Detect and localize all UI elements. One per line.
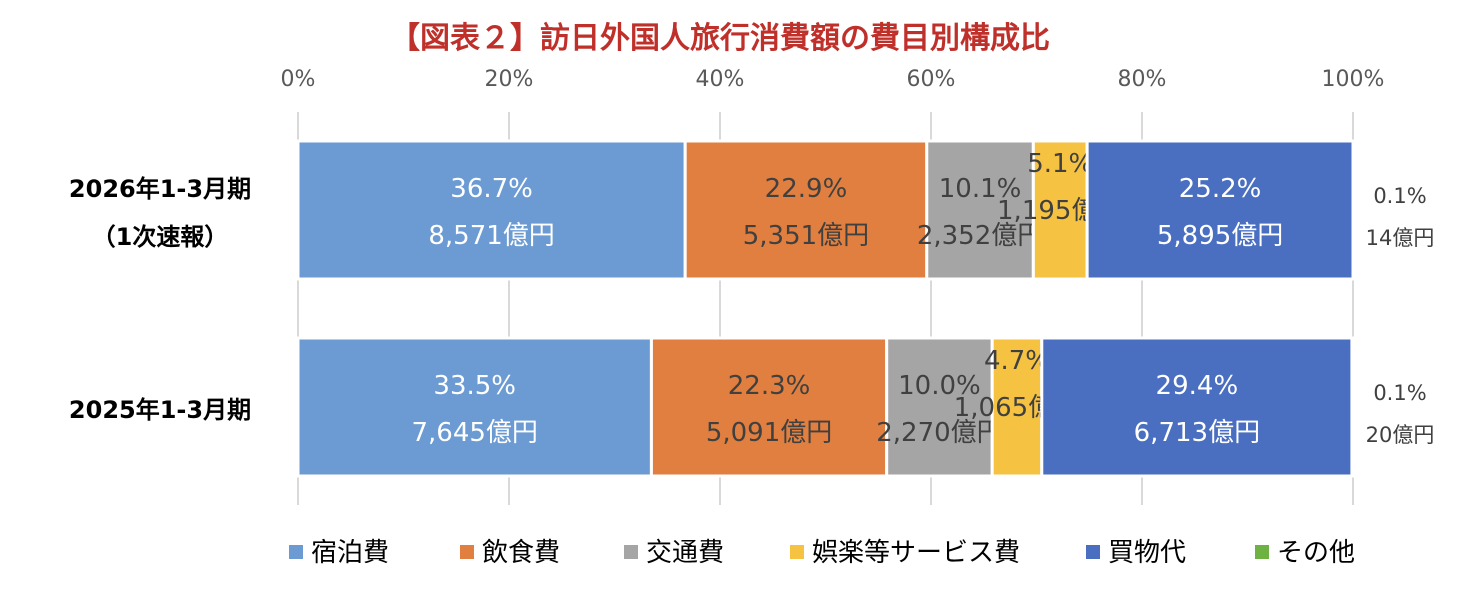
data-label-amount: 20億円 (1366, 423, 1435, 447)
data-label-percent: 4.7% (984, 346, 1050, 376)
category-label-sub: （1次速報） (92, 223, 229, 251)
legend-label: その他 (1277, 538, 1355, 568)
data-label-percent: 0.1% (1373, 381, 1426, 405)
data-label-amount: 8,571億円 (428, 221, 554, 251)
x-tick-label: 20% (485, 67, 534, 92)
legend-item: 交通費 (624, 538, 724, 568)
data-label-amount: 5,091億円 (706, 418, 832, 448)
data-label-percent: 0.1% (1373, 184, 1426, 208)
data-label-percent: 36.7% (450, 174, 533, 204)
x-tick-label: 100% (1322, 67, 1385, 92)
bar-segment (1085, 139, 1355, 281)
data-label-percent: 10.0% (898, 371, 981, 401)
legend-item: 娯楽等サービス費 (790, 538, 1020, 568)
category-label: 2026年1-3月期 (69, 175, 251, 203)
data-label-percent: 22.9% (765, 174, 848, 204)
bar-segment (683, 139, 929, 281)
bar-segment (296, 139, 687, 281)
legend-item: 買物代 (1086, 538, 1186, 568)
legend-swatch (289, 545, 303, 559)
x-tick-label: 60% (907, 67, 956, 92)
x-tick-label: 0% (281, 67, 316, 92)
data-label-amount: 6,713億円 (1134, 418, 1260, 448)
legend-label: 宿泊費 (311, 538, 389, 568)
data-label-percent: 29.4% (1156, 371, 1239, 401)
data-label-amount: 5,351億円 (743, 221, 869, 251)
legend-swatch (1255, 545, 1269, 559)
x-tick-label: 40% (696, 67, 745, 92)
legend-label: 飲食費 (482, 538, 560, 568)
data-label-percent: 22.3% (728, 371, 811, 401)
legend-swatch (460, 545, 474, 559)
bar-segment (885, 336, 994, 478)
legend-label: 娯楽等サービス費 (812, 538, 1020, 568)
legend-swatch (624, 545, 638, 559)
data-label-amount: 5,895億円 (1157, 221, 1283, 251)
legend-item: その他 (1255, 538, 1355, 568)
data-label-percent: 33.5% (433, 371, 516, 401)
legend-label: 買物代 (1108, 538, 1186, 568)
data-label-amount: 14億円 (1366, 226, 1435, 250)
bar-segment (1040, 336, 1354, 478)
legend-label: 交通費 (646, 538, 724, 568)
x-tick-label: 80% (1118, 67, 1167, 92)
data-label-amount: 2,352億円 (917, 221, 1043, 251)
bar-segment (1031, 139, 1089, 281)
chart-title: 【図表２】訪日外国人旅行消費額の費目別構成比 (390, 21, 1050, 56)
legend-item: 宿泊費 (289, 538, 389, 568)
legend-swatch (1086, 545, 1100, 559)
data-label-percent: 25.2% (1179, 174, 1262, 204)
data-label-percent: 5.1% (1027, 149, 1093, 179)
bar-segment (649, 336, 889, 478)
bar-segment (990, 336, 1044, 478)
bar-segment (1350, 336, 1355, 478)
legend-swatch (790, 545, 804, 559)
bar-segment (296, 336, 653, 478)
data-label-amount: 2,270億円 (876, 418, 1002, 448)
bar-segment (1351, 139, 1356, 281)
data-label-percent: 10.1% (939, 174, 1022, 204)
bar-segment (925, 139, 1035, 281)
legend-item: 飲食費 (460, 538, 560, 568)
category-label: 2025年1-3月期 (69, 396, 251, 424)
data-label-amount: 7,645億円 (411, 418, 537, 448)
